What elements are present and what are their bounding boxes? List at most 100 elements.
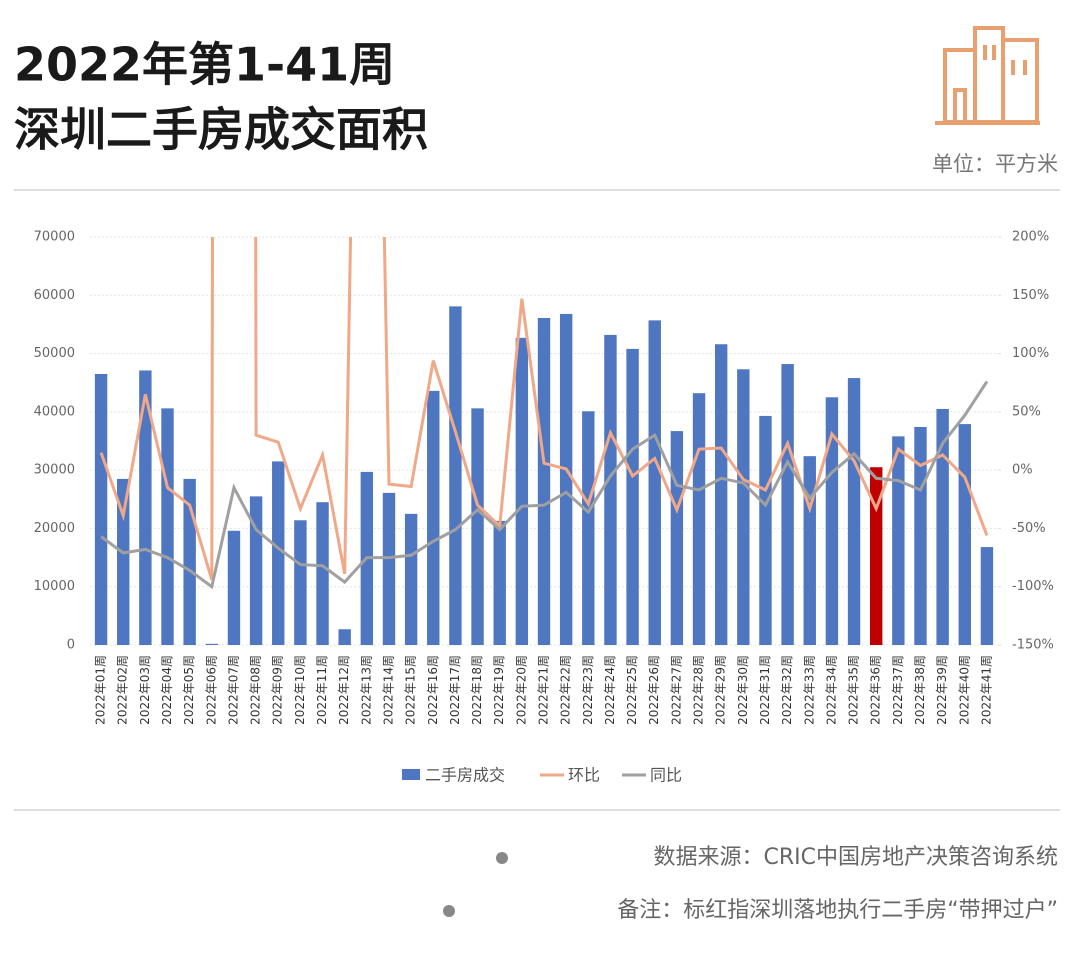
bar <box>227 530 241 645</box>
legend-label: 二手房成交 <box>425 766 505 785</box>
bar <box>626 348 639 645</box>
y2-tick-label: 100% <box>1012 346 1049 361</box>
x-tick-label: 2022年09周 <box>271 655 285 725</box>
unit-label: 单位：平方米 <box>932 152 1058 176</box>
bar <box>493 520 506 645</box>
bar <box>604 334 617 645</box>
x-tick-label: 2022年22周 <box>559 655 573 725</box>
bar <box>94 373 108 645</box>
line <box>100 380 989 590</box>
bar <box>958 424 971 645</box>
bar <box>294 520 307 645</box>
bar <box>582 411 595 645</box>
x-tick-label: 2022年24周 <box>603 655 617 725</box>
line <box>99 237 989 581</box>
bar <box>139 370 152 645</box>
y2-tick-label: -100% <box>1012 579 1054 594</box>
bar <box>537 318 551 645</box>
x-tick-label: 2022年19周 <box>492 655 506 725</box>
y2-tick-label: 150% <box>1012 288 1049 303</box>
bar <box>847 378 861 645</box>
x-tick-label: 2022年28周 <box>692 655 706 725</box>
bar <box>936 408 949 645</box>
bullet <box>443 905 455 917</box>
bar <box>714 344 728 645</box>
x-tick-label: 2022年38周 <box>913 655 927 725</box>
bar <box>205 643 219 645</box>
x-tick-label: 2022年10周 <box>293 655 307 725</box>
bar <box>759 415 772 645</box>
y-tick-label: 70000 <box>34 230 75 245</box>
y-tick-label: 60000 <box>34 288 75 303</box>
x-tick-label: 2022年18周 <box>470 655 484 725</box>
x-tick-label: 2022年26周 <box>647 655 661 725</box>
bar <box>869 467 883 645</box>
lines <box>99 237 989 590</box>
legend-label: 环比 <box>568 766 600 785</box>
chart-subtitle: 深圳二手房成交面积 <box>14 103 428 157</box>
bar <box>692 393 706 645</box>
x-tick-label: 2022年33周 <box>802 655 816 725</box>
bar <box>825 397 839 645</box>
x-tick-label: 2022年39周 <box>935 655 949 725</box>
x-tick-label: 2022年03周 <box>138 655 152 725</box>
y-tick-label: 30000 <box>34 463 75 478</box>
bar <box>404 513 418 645</box>
bar <box>471 408 484 645</box>
x-tick-label: 2022年11周 <box>315 655 329 725</box>
x-tick-label: 2022年15周 <box>404 655 418 725</box>
x-tick-label: 2022年14周 <box>381 655 395 725</box>
y-tick-label: 10000 <box>34 579 75 594</box>
y2-tick-label: 50% <box>1012 404 1041 419</box>
y-tick-label: 0 <box>67 638 75 653</box>
bar <box>737 369 750 645</box>
bullet <box>496 852 508 864</box>
building-icon <box>935 26 1040 125</box>
x-tick-label: 2022年21周 <box>537 655 551 725</box>
x-tick-label: 2022年31周 <box>758 655 772 725</box>
x-tick-label: 2022年01周 <box>94 655 108 725</box>
x-tick-label: 2022年30周 <box>736 655 750 725</box>
y2-tick-label: 0% <box>1012 463 1033 478</box>
x-tick-label: 2022年05周 <box>182 655 196 725</box>
y2-tick-label: -50% <box>1012 521 1046 536</box>
y-tick-label: 50000 <box>34 346 75 361</box>
x-tick-label: 2022年17周 <box>448 655 462 725</box>
x-tick-label: 2022年40周 <box>957 655 971 725</box>
x-tick-label: 2022年08周 <box>249 655 263 725</box>
x-tick-label: 2022年41周 <box>979 655 993 725</box>
x-tick-label: 2022年02周 <box>116 655 130 725</box>
x-tick-label: 2022年07周 <box>226 655 240 725</box>
x-tick-label: 2022年06周 <box>204 655 218 725</box>
bar <box>980 547 994 645</box>
y2-tick-label: -150% <box>1012 638 1054 653</box>
bar <box>161 408 174 645</box>
bar <box>117 478 130 645</box>
bar <box>914 427 927 645</box>
chart-title: 2022年第1-41周 <box>14 38 395 92</box>
x-tick-label: 2022年36周 <box>869 655 883 725</box>
x-tick-label: 2022年32周 <box>780 655 794 725</box>
bar <box>803 456 816 645</box>
y-tick-label: 20000 <box>34 521 75 536</box>
bar <box>559 313 573 645</box>
x-tick-label: 2022年23周 <box>581 655 595 725</box>
bar <box>515 337 529 645</box>
y2-tick-label: 200% <box>1012 230 1049 245</box>
x-tick-label: 2022年27周 <box>669 655 683 725</box>
x-tick-label: 2022年12周 <box>337 655 351 725</box>
x-tick-label: 2022年04周 <box>160 655 174 725</box>
bar <box>892 436 905 645</box>
bar <box>781 364 794 645</box>
bar <box>316 502 329 645</box>
source-note: 数据来源：CRIC中国房地产决策咨询系统 <box>654 845 1059 870</box>
bar <box>648 320 661 645</box>
x-tick-label: 2022年34周 <box>824 655 838 725</box>
legend-swatch <box>402 769 420 780</box>
bar <box>382 492 396 645</box>
bar <box>670 431 684 645</box>
bar <box>272 461 285 645</box>
remark-note: 备注：标红指深圳落地执行二手房“带押过户” <box>617 898 1058 923</box>
